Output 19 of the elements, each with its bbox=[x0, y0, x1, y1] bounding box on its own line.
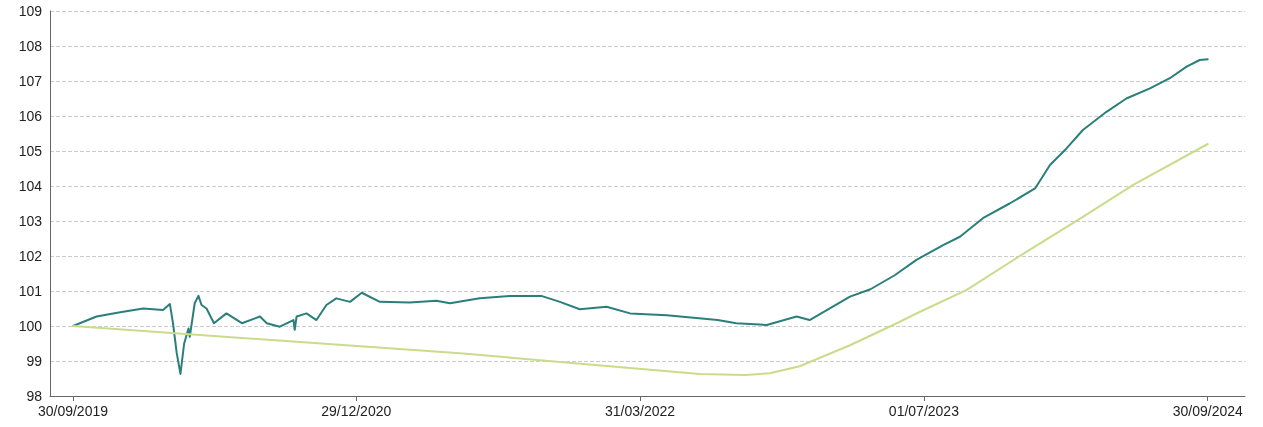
line-series bbox=[71, 143, 1209, 376]
y-tick-label: 100 bbox=[18, 318, 43, 334]
y-tick-label: 101 bbox=[18, 283, 43, 299]
x-tick-label: 29/12/2020 bbox=[321, 403, 392, 419]
x-tick-label: 30/09/2024 bbox=[1172, 403, 1243, 419]
y-tick-label: 108 bbox=[18, 38, 43, 54]
y-tick-label: 105 bbox=[18, 143, 43, 159]
line-series bbox=[71, 58, 1209, 375]
x-tick-label: 01/07/2023 bbox=[888, 403, 960, 419]
x-tick-label: 30/09/2019 bbox=[37, 403, 109, 419]
y-tick-label: 102 bbox=[18, 248, 43, 264]
y-tick-label: 98 bbox=[26, 388, 43, 404]
y-tick-label: 99 bbox=[26, 353, 43, 369]
y-tick-label: 104 bbox=[18, 178, 43, 194]
y-tick-label: 107 bbox=[18, 73, 43, 89]
y-tick-label: 106 bbox=[18, 108, 43, 124]
y-tick-label: 103 bbox=[18, 213, 43, 229]
x-tick-label: 31/03/2022 bbox=[605, 403, 676, 419]
y-tick-label: 109 bbox=[18, 3, 43, 19]
